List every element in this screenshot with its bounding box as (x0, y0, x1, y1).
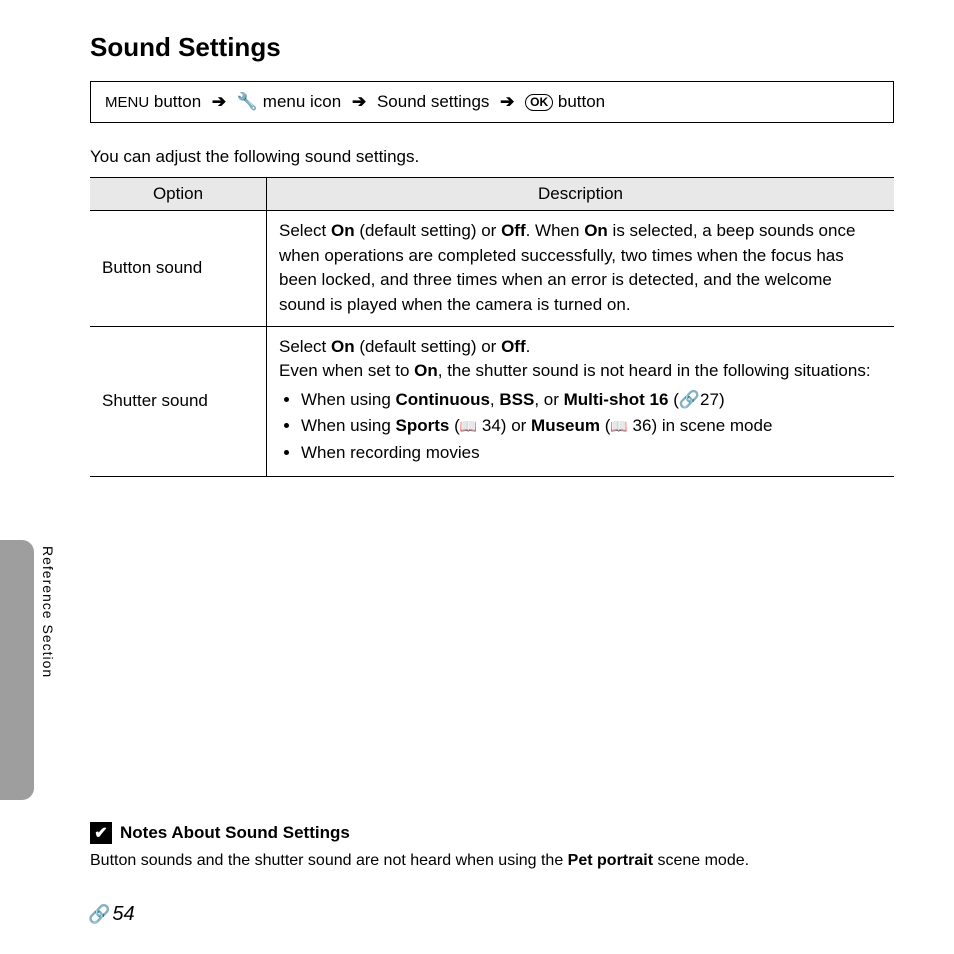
desc-text: When using (301, 416, 396, 435)
desc-bold: On (584, 221, 608, 240)
book-icon: 📖 (610, 418, 627, 434)
option-desc: Select On (default setting) or Off. Even… (267, 326, 895, 476)
desc-text: ( (668, 390, 678, 409)
table-row: Shutter sound Select On (default setting… (90, 326, 894, 476)
notes-text: scene mode. (653, 852, 749, 869)
desc-text: Even when set to (279, 361, 414, 380)
link-icon: 🔗 (88, 904, 110, 924)
book-icon: 📖 (460, 418, 477, 434)
intro-text: You can adjust the following sound setti… (90, 147, 894, 167)
desc-bold: On (331, 221, 355, 240)
side-tab (0, 540, 34, 800)
table-row: Button sound Select On (default setting)… (90, 211, 894, 327)
desc-text: . When (526, 221, 585, 240)
notes-text: Button sounds and the shutter sound are … (90, 852, 568, 869)
notes-heading: Notes About Sound Settings (120, 823, 350, 843)
table-header-description: Description (267, 178, 895, 211)
settings-table: Option Description Button sound Select O… (90, 177, 894, 477)
wrench-icon: 🔧 (237, 92, 258, 111)
list-item: When using Continuous, BSS, or Multi-sho… (301, 388, 882, 413)
desc-text: 36) in scene mode (628, 416, 773, 435)
desc-text: . (526, 337, 531, 356)
side-section-label: Reference Section (40, 546, 56, 678)
desc-text: Select (279, 337, 331, 356)
check-icon: ✔ (90, 822, 112, 844)
nav-text-3: Sound settings (377, 92, 489, 111)
notes-bold: Pet portrait (568, 852, 653, 869)
table-header-option: Option (90, 178, 267, 211)
page-number: 🔗54 (88, 903, 135, 926)
desc-text: , the shutter sound is not heard in the … (438, 361, 871, 380)
desc-text: When using (301, 390, 396, 409)
bullet-list: When using Continuous, BSS, or Multi-sho… (279, 388, 882, 466)
desc-bold: Continuous (396, 390, 490, 409)
ok-icon: OK (525, 94, 553, 111)
desc-bold: BSS (499, 390, 534, 409)
option-name: Button sound (90, 211, 267, 327)
notes-section: ✔ Notes About Sound Settings Button soun… (90, 822, 894, 872)
page-number-value: 54 (112, 903, 134, 925)
desc-bold: On (331, 337, 355, 356)
notes-body: Button sounds and the shutter sound are … (90, 850, 894, 872)
nav-text-2: menu icon (258, 92, 341, 111)
nav-text-1: button (149, 92, 201, 111)
option-desc: Select On (default setting) or Off. When… (267, 211, 895, 327)
link-ref-icon: 🔗 (679, 390, 700, 409)
arrow-icon: ➔ (352, 92, 366, 111)
desc-text: 27) (700, 390, 725, 409)
desc-bold: Museum (531, 416, 600, 435)
desc-text: , or (534, 390, 563, 409)
arrow-icon: ➔ (500, 92, 514, 111)
desc-bold: Sports (396, 416, 450, 435)
desc-bold: Off (501, 337, 526, 356)
desc-text: (default setting) or (355, 221, 501, 240)
menu-button-label: MENU (105, 94, 149, 111)
option-name: Shutter sound (90, 326, 267, 476)
page-title: Sound Settings (90, 32, 894, 63)
breadcrumb: MENU button ➔ 🔧 menu icon ➔ Sound settin… (90, 81, 894, 123)
desc-text: ( (600, 416, 610, 435)
desc-text: Select (279, 221, 331, 240)
desc-text: ( (449, 416, 459, 435)
desc-bold: Multi-shot 16 (564, 390, 669, 409)
arrow-icon: ➔ (212, 92, 226, 111)
desc-bold: Off (501, 221, 526, 240)
desc-bold: On (414, 361, 438, 380)
desc-text: 34) or (477, 416, 531, 435)
desc-text: , (490, 390, 499, 409)
list-item: When recording movies (301, 441, 882, 466)
desc-text: (default setting) or (355, 337, 501, 356)
desc-text: When recording movies (301, 443, 480, 462)
list-item: When using Sports (📖 34) or Museum (📖 36… (301, 414, 882, 439)
nav-text-4: button (553, 92, 605, 111)
